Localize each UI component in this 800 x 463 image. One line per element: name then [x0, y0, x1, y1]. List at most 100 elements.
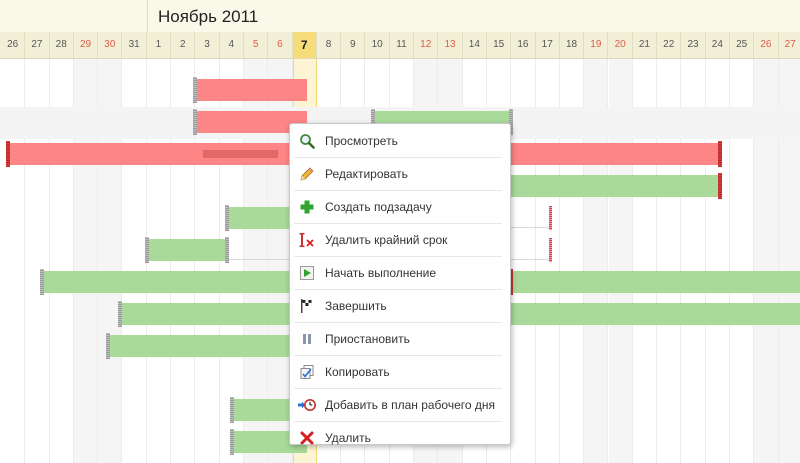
- day-cell: 5: [244, 32, 269, 58]
- bar-start-handle[interactable]: [40, 269, 45, 295]
- menu-item-remove-deadline[interactable]: Удалить крайний срок: [294, 224, 502, 257]
- day-cell: 17: [536, 32, 560, 58]
- day-cell: 22: [657, 32, 682, 58]
- bar-start-handle[interactable]: [6, 141, 11, 167]
- day-column: [1, 59, 26, 463]
- day-cell-today: 7: [292, 32, 317, 58]
- menu-item-label: Копировать: [325, 365, 390, 379]
- day-cell: 25: [730, 32, 755, 58]
- day-column: [681, 59, 706, 463]
- deadline-marker[interactable]: [549, 238, 553, 262]
- bar-start-handle[interactable]: [118, 301, 123, 327]
- day-column: [706, 59, 730, 463]
- deadline-marker[interactable]: [549, 206, 553, 230]
- menu-item-label: Приостановить: [325, 332, 410, 346]
- bar-start-handle[interactable]: [229, 429, 234, 455]
- day-column: [220, 59, 244, 463]
- bar-end-handle[interactable]: [224, 237, 229, 263]
- day-column: [511, 59, 536, 463]
- day-cell: 16: [511, 32, 536, 58]
- bar-start-handle[interactable]: [193, 109, 198, 135]
- bar-start-handle[interactable]: [105, 333, 110, 359]
- task-bar[interactable]: [224, 205, 308, 231]
- day-column: [50, 59, 74, 463]
- pause-icon: [297, 329, 317, 349]
- day-cell: 30: [98, 32, 123, 58]
- day-column: [171, 59, 196, 463]
- bar-start-handle[interactable]: [193, 77, 198, 103]
- menu-item-label: Создать подзадачу: [325, 200, 432, 214]
- magnifier-icon: [297, 131, 317, 151]
- deadline-marker[interactable]: [509, 269, 514, 295]
- day-column: [195, 59, 220, 463]
- day-cell: 20: [609, 32, 633, 58]
- copy-icon: [297, 362, 317, 382]
- menu-item-label: Редактировать: [325, 167, 408, 181]
- menu-item-label: Удалить крайний срок: [325, 233, 448, 247]
- day-cell: 19: [584, 32, 609, 58]
- day-cell: 8: [317, 32, 342, 58]
- delete-x-icon: [297, 428, 317, 448]
- day-cell: 24: [706, 32, 730, 58]
- day-column: [657, 59, 682, 463]
- menu-item-copy[interactable]: Копировать: [294, 356, 502, 389]
- menu-item-pause[interactable]: Приостановить: [294, 323, 502, 356]
- day-cell: 29: [74, 32, 99, 58]
- day-cell: 21: [633, 32, 658, 58]
- day-cell: 31: [123, 32, 147, 58]
- day-column: [25, 59, 50, 463]
- bar-start-handle[interactable]: [370, 109, 375, 135]
- day-column: [730, 59, 755, 463]
- day-cell: 18: [560, 32, 585, 58]
- day-cell: 23: [681, 32, 706, 58]
- menu-item-add-to-plan[interactable]: Добавить в план рабочего дня: [294, 389, 502, 422]
- task-bar[interactable]: [229, 429, 308, 455]
- day-cell: 11: [390, 32, 415, 58]
- bar-end-handle[interactable]: [718, 173, 723, 199]
- day-cell: 13: [438, 32, 463, 58]
- day-cell: 4: [220, 32, 244, 58]
- menu-item-label: Просмотреть: [325, 134, 398, 148]
- day-cell: 26: [754, 32, 779, 58]
- pencil-icon: [297, 164, 317, 184]
- day-column: [536, 59, 560, 463]
- day-column: [560, 59, 585, 463]
- remove-deadline-icon: [297, 230, 317, 250]
- plus-icon: [297, 197, 317, 217]
- day-cell: 10: [366, 32, 390, 58]
- bar-end-handle[interactable]: [718, 141, 723, 167]
- bar-start-handle[interactable]: [224, 205, 229, 231]
- month-separator: [147, 0, 148, 32]
- menu-item-start[interactable]: Начать выполнение: [294, 257, 502, 290]
- day-cell: 2: [171, 32, 196, 58]
- day-cell: 28: [50, 32, 74, 58]
- day-cell: 12: [414, 32, 439, 58]
- task-bar-overdue[interactable]: [193, 109, 308, 135]
- day-cell: 9: [341, 32, 366, 58]
- month-title: Ноябрь 2011: [158, 7, 259, 26]
- day-cell: 26: [1, 32, 26, 58]
- menu-item-edit[interactable]: Редактировать: [294, 158, 502, 191]
- task-bar[interactable]: [144, 237, 229, 263]
- menu-item-label: Завершить: [325, 299, 387, 313]
- menu-item-finish[interactable]: Завершить: [294, 290, 502, 323]
- context-menu: Просмотреть Редактировать Создать подзад…: [289, 123, 511, 445]
- menu-item-label: Добавить в план рабочего дня: [325, 398, 496, 412]
- task-bar-overdue[interactable]: [193, 77, 308, 103]
- day-cell: 15: [487, 32, 512, 58]
- day-cell: 1: [147, 32, 172, 58]
- day-column: [147, 59, 172, 463]
- bar-start-handle[interactable]: [229, 397, 234, 423]
- menu-item-view[interactable]: Просмотреть: [294, 125, 502, 158]
- bar-end-handle[interactable]: [509, 109, 514, 135]
- day-cell: 14: [463, 32, 487, 58]
- day-cell: 3: [195, 32, 220, 58]
- menu-item-create-subtask[interactable]: Создать подзадачу: [294, 191, 502, 224]
- task-bar[interactable]: [229, 397, 308, 423]
- add-to-plan-clock-icon: [297, 395, 317, 415]
- days-header: 26 27 28 29 30 31 1 2 3 4 5 6 7 8 9 10 11 12 13 14 15 16 17 18 1…: [0, 32, 800, 59]
- finish-flag-icon: [297, 296, 317, 316]
- bar-start-handle[interactable]: [144, 237, 149, 263]
- task-bar[interactable]: [105, 333, 308, 359]
- menu-item-delete[interactable]: Удалить: [294, 422, 502, 454]
